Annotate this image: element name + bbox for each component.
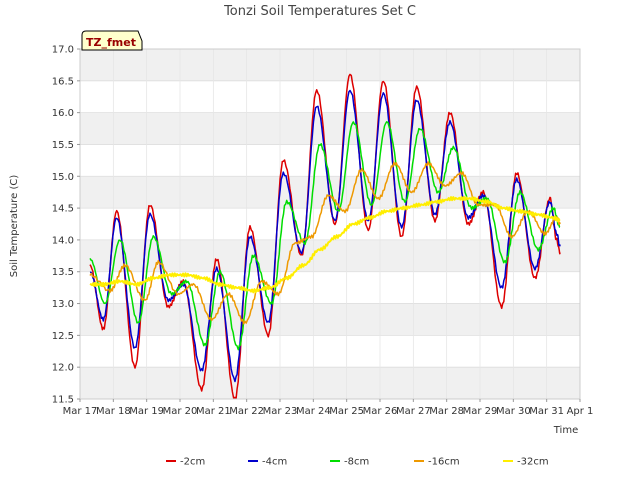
series-line-minus-4cm xyxy=(89,89,561,383)
series-line-minus-32cm xyxy=(89,196,561,294)
y-tick-label: 17.0 xyxy=(52,45,74,56)
x-axis-label: Time xyxy=(553,425,578,436)
background-band xyxy=(80,49,580,81)
background-band xyxy=(80,144,580,177)
x-tick-label: Mar 28 xyxy=(429,406,464,417)
x-tick-label: Mar 24 xyxy=(296,406,331,417)
chart-title: Tonzi Soil Temperatures Set C xyxy=(223,4,416,19)
series-line-minus-2cm xyxy=(89,73,561,400)
legend-label: -8cm xyxy=(344,457,369,468)
y-tick-label: 14.5 xyxy=(52,204,74,215)
background-bands xyxy=(80,49,580,399)
x-tick-label: Mar 25 xyxy=(329,406,364,417)
x-tick-label: Mar 29 xyxy=(463,406,498,417)
data-series xyxy=(89,73,561,400)
x-tick-label: Mar 30 xyxy=(496,406,531,417)
y-tick-label: 11.5 xyxy=(52,395,74,406)
y-tick-label: 15.5 xyxy=(52,140,74,151)
x-tick-label: Mar 22 xyxy=(229,406,264,417)
x-tick-label: Mar 23 xyxy=(263,406,298,417)
y-axis-ticks: 11.5 12.0 12.5 13.0 13.5 14.0 14.5 15.0 15.5 16.0… xyxy=(52,45,80,406)
x-tick-label: Mar 18 xyxy=(96,406,131,417)
y-tick-label: 15.0 xyxy=(52,172,74,183)
site-annotation: TZ_fmet xyxy=(81,30,143,51)
y-tick-label: 16.0 xyxy=(52,108,74,119)
annotation-label: TZ_fmet xyxy=(86,36,136,49)
legend-label: -16cm xyxy=(428,457,460,468)
y-tick-label: 13.5 xyxy=(52,267,74,278)
y-tick-label: 13.0 xyxy=(52,299,74,310)
plot-frame xyxy=(79,48,581,400)
background-band xyxy=(80,367,580,399)
x-tick-label: Mar 19 xyxy=(129,406,164,417)
legend-label: -32cm xyxy=(517,457,549,468)
x-tick-label: Mar 27 xyxy=(396,406,431,417)
x-tick-label: Mar 20 xyxy=(163,406,198,417)
background-band xyxy=(80,335,580,368)
legend: -2cm -4cm -8cm -16cm -32cm xyxy=(166,457,549,468)
x-tick-label: Mar 26 xyxy=(363,406,398,417)
y-tick-label: 12.5 xyxy=(52,331,74,342)
y-tick-label: 16.5 xyxy=(52,76,74,87)
x-tick-label: Mar 21 xyxy=(196,406,231,417)
background-band xyxy=(80,112,580,145)
annotation-box xyxy=(81,30,143,51)
y-tick-label: 14.0 xyxy=(52,235,74,246)
legend-label: -2cm xyxy=(180,457,205,468)
legend-label: -4cm xyxy=(262,457,287,468)
background-band xyxy=(80,303,580,336)
y-tick-label: 12.0 xyxy=(52,363,74,374)
background-band xyxy=(80,80,580,113)
x-tick-label: Apr 1 xyxy=(567,406,594,417)
x-tick-label: Mar 31 xyxy=(529,406,564,417)
x-tick-label: Mar 17 xyxy=(63,406,98,417)
y-axis-label: Soil Temperature (C) xyxy=(9,175,20,278)
